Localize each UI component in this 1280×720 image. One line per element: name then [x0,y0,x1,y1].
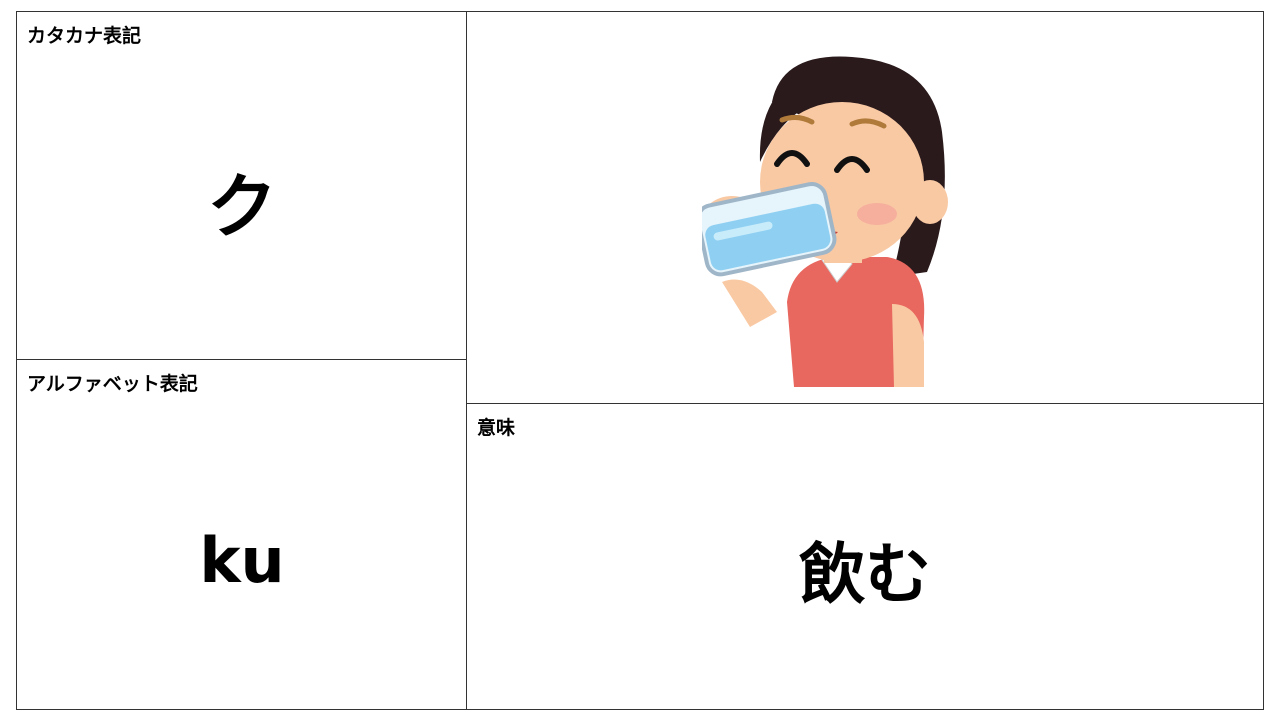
katakana-label: カタカナ表記 [27,25,142,47]
katakana-value: ク [207,166,277,248]
alphabet-panel: アルファベット表記 ku [16,359,468,710]
alphabet-value: ku [199,524,285,597]
katakana-panel: カタカナ表記 ク [16,11,468,361]
woman-drinking-water-icon [702,56,948,387]
illustration-panel [466,11,1264,405]
meaning-value: 飲む [799,536,931,613]
meaning-label: 意味 [477,417,516,439]
alphabet-label: アルファベット表記 [27,373,198,395]
meaning-panel: 意味 飲む [466,403,1264,710]
